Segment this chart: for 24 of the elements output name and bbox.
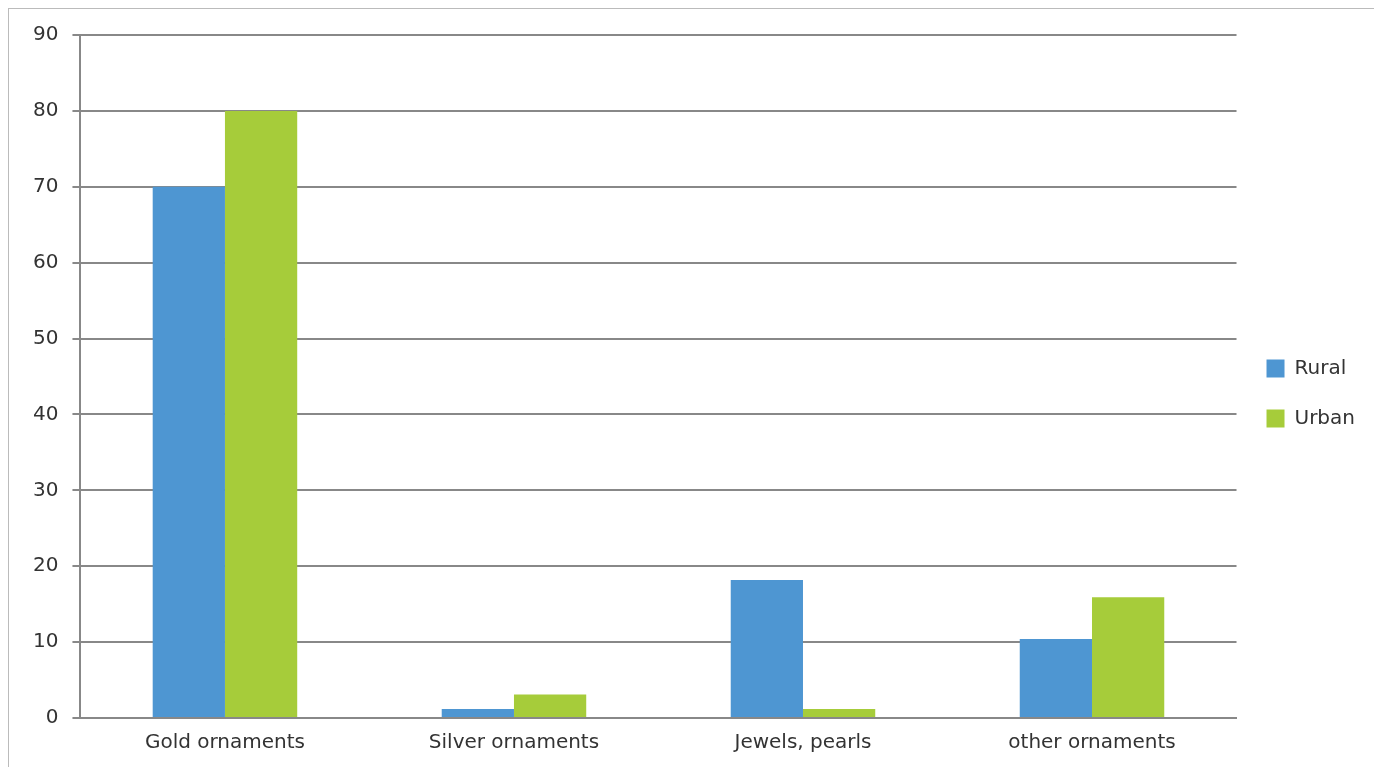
bar xyxy=(441,708,514,717)
bar xyxy=(513,694,587,717)
bar xyxy=(730,579,803,717)
x-tick-label: Silver ornaments xyxy=(428,729,600,754)
bar xyxy=(224,110,298,717)
x-tick-label: Gold ornaments xyxy=(144,729,306,754)
bar xyxy=(152,186,225,717)
y-tick-label: 90 xyxy=(33,21,59,46)
bar xyxy=(1019,639,1092,717)
x-tick-label: other ornaments xyxy=(1008,729,1176,754)
y-tick-label: 80 xyxy=(33,97,59,122)
y-tick-label: 70 xyxy=(33,172,59,197)
bar xyxy=(802,708,876,717)
y-tick-label: 60 xyxy=(33,248,59,273)
y-tick-label: 20 xyxy=(33,552,59,577)
y-tick-label: 0 xyxy=(45,704,59,729)
bar xyxy=(1092,597,1165,717)
y-tick-label: 40 xyxy=(33,400,59,425)
x-tick-label: Jewels, pearls xyxy=(732,729,872,754)
legend-label: Rural xyxy=(1294,354,1347,379)
y-tick-label: 30 xyxy=(33,476,59,501)
y-tick-label: 10 xyxy=(33,628,59,653)
legend-label: Urban xyxy=(1294,404,1356,429)
y-tick-label: 50 xyxy=(33,324,59,349)
